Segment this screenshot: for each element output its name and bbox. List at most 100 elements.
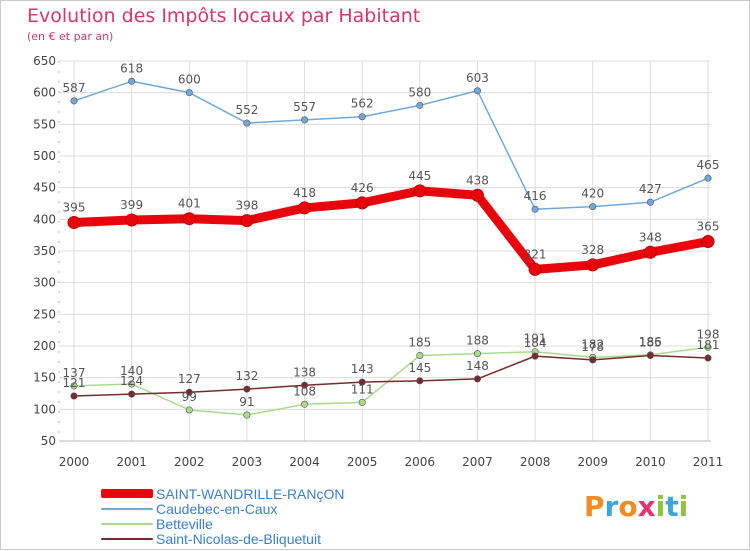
- data-label: 398: [235, 199, 258, 213]
- data-label: 587: [63, 81, 86, 95]
- logo-letter: r: [604, 490, 619, 523]
- data-label: 181: [697, 338, 720, 352]
- data-label: 552: [235, 103, 258, 117]
- data-label: 562: [351, 97, 374, 111]
- data-label: 138: [293, 365, 316, 379]
- data-point: [125, 213, 139, 227]
- chart-subtitle: (en € et par an): [27, 30, 114, 43]
- data-label: 143: [351, 362, 374, 376]
- data-label: 91: [239, 395, 254, 409]
- data-label: 465: [697, 158, 720, 172]
- data-label: 401: [178, 197, 201, 211]
- data-label: 145: [408, 361, 431, 375]
- legend-item-betteville: Betteville: [101, 515, 345, 532]
- data-point: [643, 245, 657, 259]
- y-tick-label: 250: [33, 307, 56, 321]
- grid-layer: [59, 60, 711, 442]
- data-label: 348: [639, 230, 662, 244]
- y-tick-label: 500: [33, 149, 56, 163]
- x-tick-label: 2011: [693, 455, 724, 469]
- data-label: 438: [466, 173, 489, 187]
- data-point: [473, 87, 481, 95]
- data-point: [301, 400, 309, 408]
- data-label: 365: [697, 220, 720, 234]
- logo-letter: i: [678, 490, 689, 523]
- y-tick-label: 550: [33, 117, 56, 131]
- x-tick-label: 2000: [59, 455, 90, 469]
- data-point: [358, 398, 366, 406]
- legend-item-saint-nicolas: Saint-Nicolas-de-Bliquetuit: [101, 531, 345, 547]
- logo-letter: i: [655, 490, 666, 523]
- x-tick-label: 2005: [347, 455, 378, 469]
- data-point: [185, 89, 193, 97]
- data-label: 427: [639, 182, 662, 196]
- data-label: 140: [120, 364, 143, 378]
- data-point: [185, 406, 193, 414]
- data-point: [243, 385, 251, 393]
- data-point: [416, 377, 424, 385]
- data-point: [128, 390, 136, 398]
- logo-letter: o: [618, 490, 638, 523]
- data-point: [358, 113, 366, 121]
- y-tick-label: 400: [33, 212, 56, 226]
- data-point: [528, 262, 542, 276]
- data-point: [358, 378, 366, 386]
- legend-swatch: [101, 489, 153, 498]
- data-label: 178: [581, 340, 604, 354]
- x-tick-label: 2008: [520, 455, 551, 469]
- x-tick-label: 2009: [577, 455, 608, 469]
- data-label: 603: [466, 71, 489, 85]
- data-point: [646, 198, 654, 206]
- data-label: 328: [581, 243, 604, 257]
- data-label: 416: [524, 189, 547, 203]
- y-tick-label: 100: [33, 402, 56, 416]
- chart-title: Evolution des Impôts locaux par Habitant: [27, 5, 421, 27]
- data-point: [589, 203, 597, 211]
- data-point: [240, 214, 254, 228]
- data-point: [704, 343, 712, 351]
- data-label: 185: [639, 336, 662, 350]
- data-label: 580: [408, 85, 431, 99]
- axis-layer: 50 100 150 200 250 300 350 400 450 500 550 600 650 20…: [33, 54, 723, 469]
- data-label: 557: [293, 100, 316, 114]
- data-point: [646, 351, 654, 359]
- y-tick-label: 450: [33, 181, 56, 195]
- legend-label: Caudebec-en-Caux: [156, 500, 278, 517]
- data-point: [531, 205, 539, 213]
- data-label: 399: [120, 198, 143, 212]
- data-point: [70, 382, 78, 390]
- data-point: [704, 174, 712, 182]
- legend-label: Betteville: [156, 515, 213, 532]
- series-line-3: [73, 354, 709, 397]
- data-point: [298, 201, 312, 215]
- y-tick-label: 600: [33, 86, 56, 100]
- legend-swatch: [101, 507, 153, 510]
- data-label: 418: [293, 186, 316, 200]
- data-label: 121: [63, 376, 86, 390]
- y-tick-label: 50: [41, 434, 56, 448]
- data-point: [416, 101, 424, 109]
- legend-swatch: [101, 537, 153, 540]
- data-label-layer: 395 399 401 398 418 426 445 438 321 328 348 365 587 6…: [63, 61, 720, 409]
- series-line-1: [73, 80, 709, 210]
- data-point: [67, 216, 81, 229]
- logo-letter: x: [637, 490, 656, 523]
- data-point: [70, 392, 78, 400]
- data-point: [704, 354, 712, 362]
- data-label: 395: [63, 201, 86, 215]
- data-label: 188: [466, 334, 489, 348]
- data-point: [182, 212, 196, 226]
- data-point: [473, 350, 481, 358]
- data-label: 99: [182, 390, 197, 404]
- data-label: 132: [235, 369, 258, 383]
- data-point: [243, 119, 251, 127]
- data-label: 137: [63, 366, 86, 380]
- data-label: 108: [293, 384, 316, 398]
- x-tick-label: 2001: [116, 455, 147, 469]
- data-point: [531, 352, 539, 360]
- data-label: 420: [581, 187, 604, 201]
- data-point: [301, 381, 309, 389]
- data-label: 321: [524, 247, 547, 261]
- x-tick-label: 2007: [462, 455, 493, 469]
